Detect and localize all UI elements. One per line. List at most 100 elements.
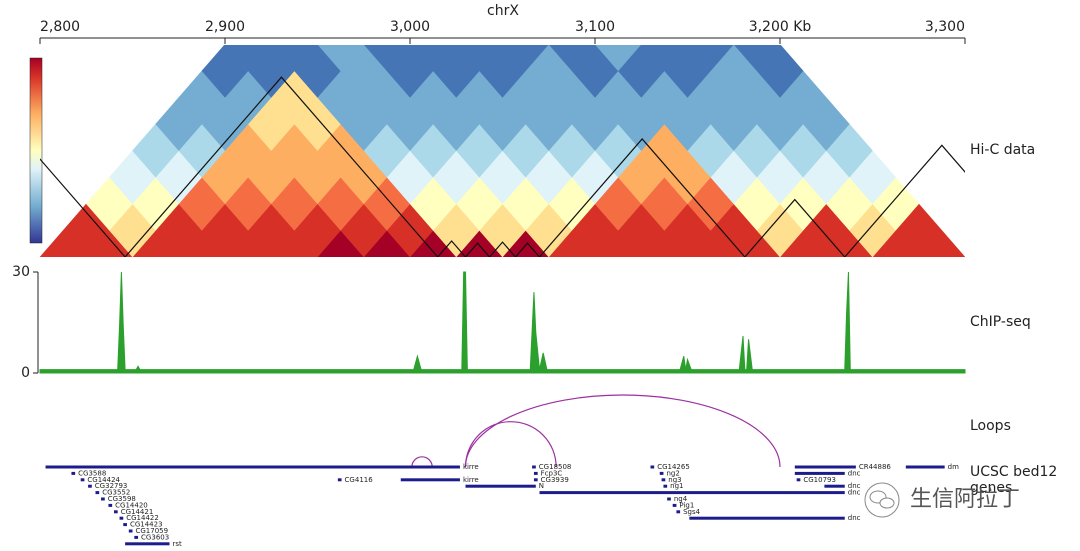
chip-area	[39, 271, 966, 374]
gene-label: CG18508	[539, 463, 572, 471]
gene	[794, 471, 845, 475]
gene-label: CG14422	[126, 514, 159, 522]
gene-label: Sgs4	[683, 508, 701, 516]
hic-cell	[317, 45, 364, 72]
gene-label: CG3939	[541, 476, 569, 484]
gene	[796, 478, 801, 482]
gene-label: CG14421	[121, 508, 154, 516]
gene	[71, 471, 76, 475]
gene-label: CG3598	[108, 495, 136, 503]
gene	[663, 484, 668, 488]
tad-boundary	[844, 144, 965, 257]
hic-cell	[456, 45, 503, 72]
x-tick-label: 2,800	[40, 19, 80, 35]
gene	[337, 478, 342, 482]
loop-arc	[464, 421, 557, 468]
track-label: ChIP-seq	[970, 314, 1031, 330]
watermark: 生信阿拉丁	[910, 487, 1020, 512]
gene-label: CG14265	[657, 463, 690, 471]
hic-cell	[271, 45, 318, 72]
gene-label: ng3	[668, 476, 681, 484]
hic-cell	[734, 45, 780, 72]
hic-cell	[549, 45, 595, 72]
x-tick-label: 3,200 Kb	[749, 19, 812, 35]
hic-cell	[410, 45, 456, 72]
gene	[125, 542, 170, 546]
gene	[134, 535, 139, 539]
tad-boundary	[539, 138, 746, 257]
tad-boundary	[489, 241, 516, 257]
hic-cell	[687, 45, 734, 72]
gene-label: kirre	[463, 463, 479, 471]
gene-label: CG14423	[130, 521, 163, 529]
gene-label: dnc	[848, 514, 861, 522]
axis-title: chrX	[487, 3, 519, 19]
hic-cell	[502, 45, 549, 72]
gene	[650, 465, 655, 469]
gene	[676, 510, 681, 514]
gene	[667, 497, 671, 501]
hic-cell	[40, 230, 87, 257]
gene	[689, 516, 845, 520]
gene-label: CG32793	[95, 482, 128, 490]
watermark-icon	[864, 482, 900, 518]
gene	[659, 471, 664, 475]
gene	[533, 471, 538, 475]
gene	[128, 529, 133, 533]
gene-label: CG3603	[141, 533, 169, 541]
tad-boundary	[514, 242, 540, 257]
gene	[661, 478, 666, 482]
gene	[532, 465, 536, 469]
gene	[95, 491, 100, 495]
x-tick-label: 2,900	[205, 19, 245, 35]
gene-label: CG14420	[115, 501, 148, 509]
gene	[123, 523, 127, 527]
hic-cell	[225, 45, 271, 72]
y-tick-label: 0	[21, 365, 30, 381]
x-tick-label: 3,300	[925, 19, 965, 35]
gene-label: dnc	[848, 482, 861, 490]
y-tick-label: 30	[12, 264, 30, 280]
gene	[114, 510, 118, 514]
gene	[672, 503, 677, 507]
gene	[400, 478, 460, 482]
gene	[533, 478, 538, 482]
gene-label: Fcp3C	[541, 469, 563, 477]
gene-label: CG4116	[345, 476, 374, 484]
gene	[465, 484, 536, 488]
gene-label: CG3552	[102, 489, 130, 497]
gene	[905, 465, 945, 469]
gene-label: ng4	[674, 495, 688, 503]
gene-label: N	[539, 482, 544, 490]
gene-label: dm	[948, 463, 959, 471]
gene-label: dnc	[848, 489, 861, 497]
tad-boundary	[437, 240, 466, 257]
gene	[824, 484, 845, 488]
gene	[80, 478, 85, 482]
tad-boundary	[40, 158, 126, 257]
hic-map	[40, 45, 965, 257]
track-label: UCSC bed12	[970, 464, 1057, 480]
tad-boundary	[124, 76, 439, 257]
hic-cell	[595, 45, 641, 72]
gene	[45, 465, 460, 469]
gene-label: CG3588	[78, 469, 106, 477]
colorbar	[29, 57, 43, 244]
gene-label: rst	[173, 540, 183, 548]
tad-boundary	[744, 198, 846, 257]
gene-label: ng1	[670, 482, 683, 490]
gene-label: dnc	[848, 469, 861, 477]
x-tick-label: 3,000	[390, 19, 430, 35]
gene-label: CR44886	[859, 463, 892, 471]
tad-boundary	[465, 242, 491, 257]
loop-arc	[411, 456, 433, 468]
loop-arc	[464, 394, 781, 468]
gene	[539, 491, 845, 495]
gene	[88, 484, 92, 488]
hic-cell	[364, 45, 410, 72]
gene	[108, 503, 113, 507]
x-tick-label: 3,100	[575, 19, 615, 35]
gene	[101, 497, 105, 501]
gene	[119, 516, 124, 520]
